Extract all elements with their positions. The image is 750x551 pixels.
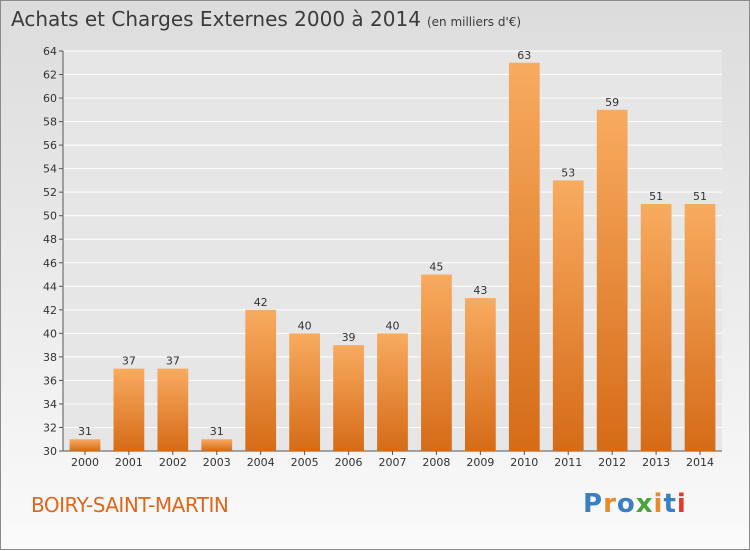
data-label: 37 <box>166 355 180 368</box>
data-label: 63 <box>517 49 531 62</box>
y-tick-label: 50 <box>43 210 57 223</box>
x-tick-label: 2004 <box>247 456 275 469</box>
chart-title: Achats et Charges Externes 2000 à 2014 (e… <box>11 7 521 31</box>
x-tick-label: 2010 <box>510 456 538 469</box>
data-label: 42 <box>254 296 268 309</box>
x-tick-label: 2011 <box>554 456 582 469</box>
data-label: 43 <box>473 284 487 297</box>
bar <box>640 203 672 451</box>
y-tick-label: 30 <box>43 445 57 458</box>
y-tick-label: 58 <box>43 116 57 129</box>
bar <box>508 62 540 451</box>
bar <box>333 345 364 451</box>
y-tick-label: 54 <box>43 163 57 176</box>
x-tick-label: 2002 <box>159 456 187 469</box>
x-tick-label: 2014 <box>686 456 714 469</box>
bar <box>289 333 321 451</box>
proxiti-logo[interactable]: Proxiti <box>583 489 687 519</box>
x-tick-label: 2003 <box>203 456 231 469</box>
bar <box>596 109 628 451</box>
x-tick-label: 2008 <box>422 456 450 469</box>
x-tick-label: 2005 <box>291 456 319 469</box>
x-tick-label: 2000 <box>71 456 99 469</box>
y-tick-label: 32 <box>43 421 57 434</box>
bar <box>421 274 452 451</box>
data-label: 40 <box>386 319 400 332</box>
y-tick-label: 36 <box>43 374 57 387</box>
data-label: 40 <box>298 319 312 332</box>
logo-letter: r <box>603 489 617 519</box>
bar <box>464 298 496 451</box>
logo-letter: t <box>663 489 677 519</box>
data-label: 31 <box>78 425 92 438</box>
data-label: 59 <box>605 96 619 109</box>
chart-title-text: Achats et Charges Externes 2000 à 2014 <box>11 7 421 31</box>
y-tick-label: 52 <box>43 186 57 199</box>
bar <box>69 439 101 451</box>
x-tick-label: 2013 <box>642 456 670 469</box>
y-tick-label: 34 <box>43 398 57 411</box>
y-tick-label: 42 <box>43 304 57 317</box>
y-tick-label: 62 <box>43 69 57 82</box>
bar <box>552 180 584 452</box>
bar <box>157 368 189 451</box>
data-label: 39 <box>342 331 356 344</box>
logo-letter: x <box>635 489 654 519</box>
bar <box>201 439 233 451</box>
x-tick-label: 2001 <box>115 456 143 469</box>
y-tick-label: 40 <box>43 327 57 340</box>
y-tick-label: 46 <box>43 257 57 270</box>
logo-letter: P <box>583 489 604 519</box>
logo-letter: i <box>653 489 664 519</box>
x-tick-label: 2012 <box>598 456 626 469</box>
y-tick-label: 38 <box>43 351 57 364</box>
data-label: 51 <box>649 190 663 203</box>
bar <box>684 203 716 451</box>
x-tick-label: 2006 <box>335 456 363 469</box>
data-label: 51 <box>693 190 707 203</box>
logo-letter: o <box>616 489 636 519</box>
bar <box>245 309 277 451</box>
bar <box>377 333 408 451</box>
x-tick-label: 2009 <box>466 456 494 469</box>
y-tick-label: 64 <box>43 45 57 58</box>
data-label: 45 <box>429 261 443 274</box>
place-name: BOIRY-SAINT-MARTIN <box>31 493 229 517</box>
chart-subtitle: (en milliers d'€) <box>426 15 522 29</box>
data-label: 37 <box>122 355 136 368</box>
logo-letter: i <box>676 489 687 519</box>
x-tick-label: 2007 <box>379 456 407 469</box>
y-tick-label: 56 <box>43 139 57 152</box>
bar <box>113 368 145 451</box>
data-label: 53 <box>561 166 575 179</box>
data-label: 31 <box>210 425 224 438</box>
y-tick-label: 60 <box>43 92 57 105</box>
y-tick-label: 48 <box>43 233 57 246</box>
y-tick-label: 44 <box>43 280 57 293</box>
